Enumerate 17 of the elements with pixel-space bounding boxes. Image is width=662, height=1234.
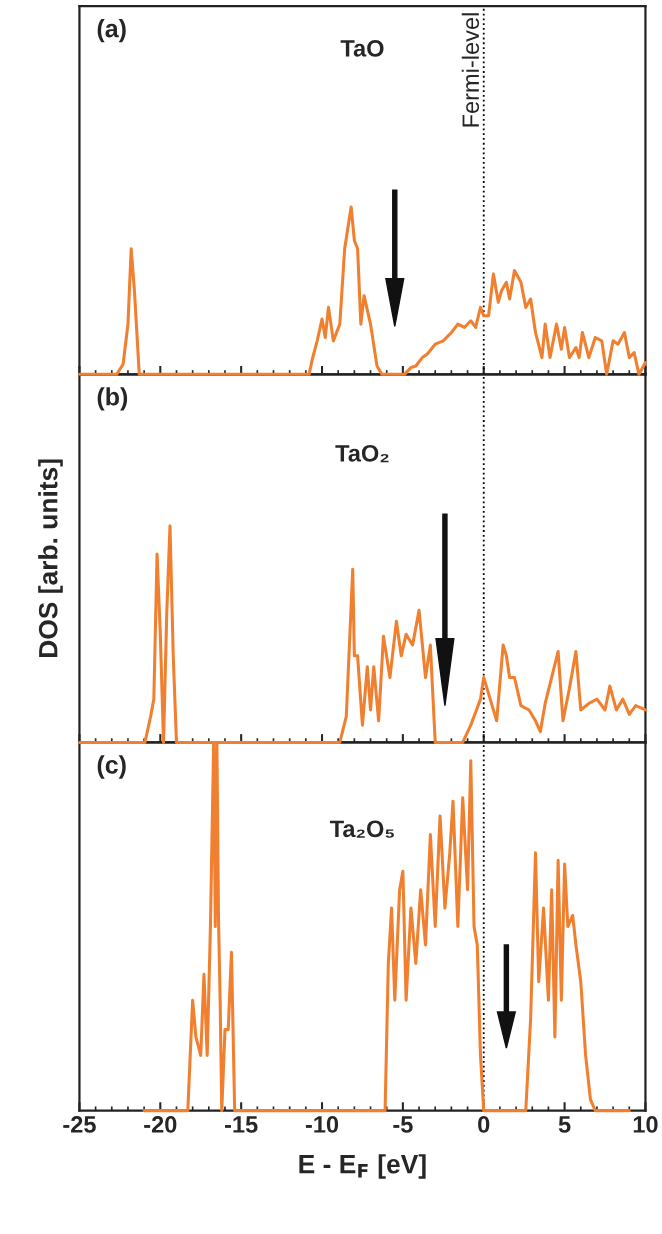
x-tick-label: 0 <box>478 1116 490 1133</box>
annotation: Ta₂O₅ <box>329 820 394 838</box>
text: (a) <box>97 19 126 43</box>
x-tick-label: -20 <box>144 1116 177 1133</box>
annotation: (c) <box>97 755 126 779</box>
text: TaO₂ <box>335 444 389 463</box>
ref-line-label: Fermi-level <box>461 13 480 127</box>
text: TaO <box>340 39 384 57</box>
text: (b) <box>97 387 128 411</box>
x-axis-title: E - E$_{F}$ [eV] <box>299 1154 426 1179</box>
x-tick-label: 10 <box>633 1116 658 1133</box>
x-tick-label: 5 <box>558 1116 571 1133</box>
y-axis-title: DOS [arb. units] <box>38 459 63 658</box>
x-tick-label: -25 <box>63 1116 96 1133</box>
x-tick-label: -10 <box>305 1116 339 1133</box>
x-tick-label: -15 <box>225 1116 258 1133</box>
x-tick-label: -5 <box>393 1116 413 1133</box>
